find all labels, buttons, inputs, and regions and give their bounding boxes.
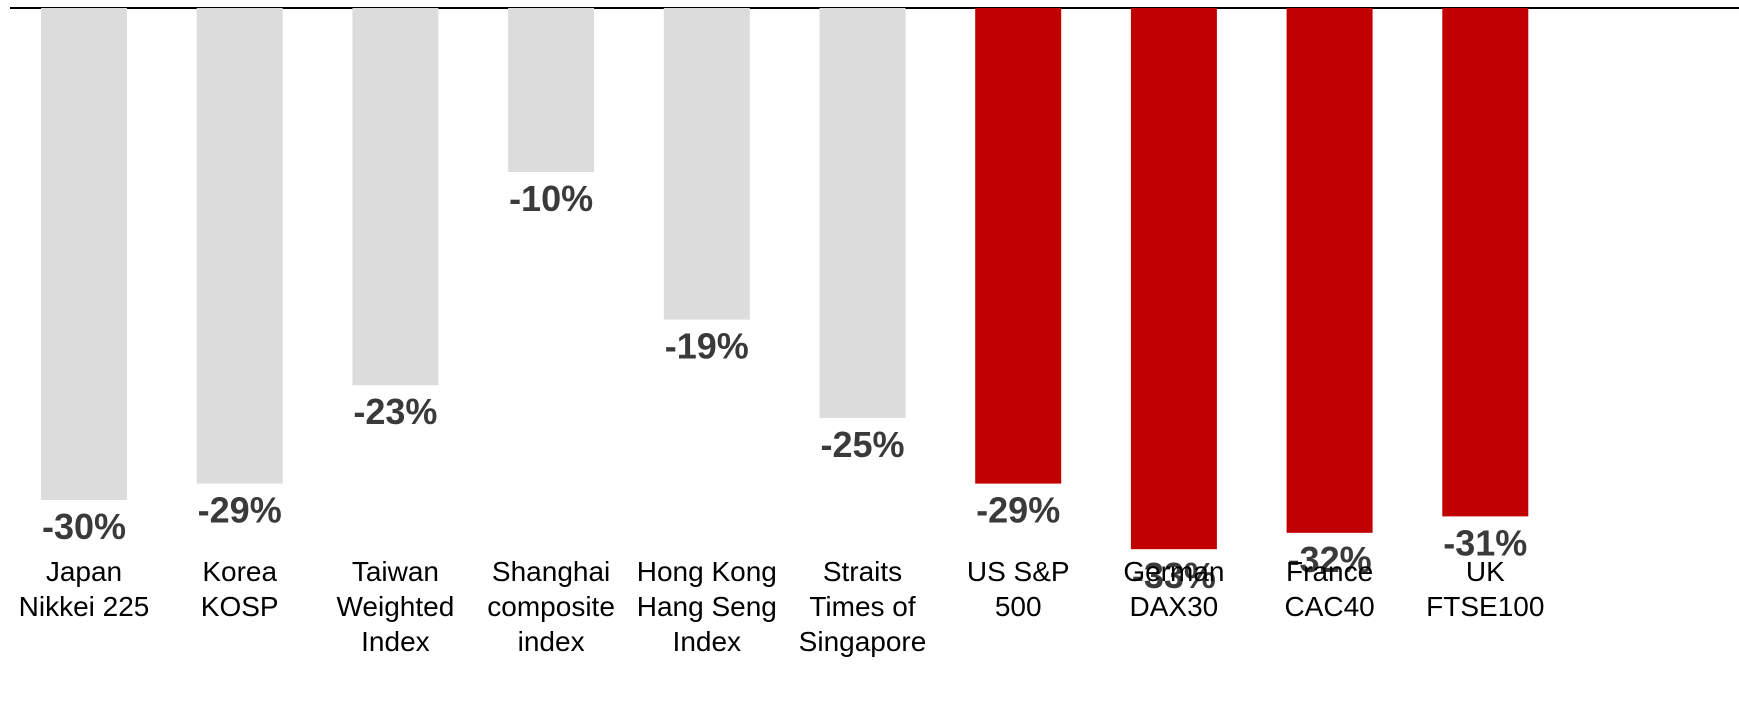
category-label-line: US S&P xyxy=(967,556,1070,587)
category-label-line: Singapore xyxy=(799,626,927,657)
category-label-line: FTSE100 xyxy=(1426,591,1544,622)
category-label: Taiwan Weighted Index xyxy=(337,556,455,657)
category-label-line: Shanghai xyxy=(492,556,610,587)
bar xyxy=(196,8,283,484)
category-label: US S&P 500 xyxy=(967,556,1070,622)
bar-value-label: -25% xyxy=(820,424,904,465)
category-label: France CAC40 xyxy=(1284,556,1374,622)
bar xyxy=(1442,8,1529,517)
bar xyxy=(975,8,1062,484)
category-label-line: Index xyxy=(361,626,430,657)
bar-value-label: -32% xyxy=(1288,539,1372,580)
category-label-line: UK xyxy=(1466,556,1505,587)
category-label-line: France xyxy=(1286,556,1373,587)
bar-value-label: -23% xyxy=(353,391,437,432)
category-label-line: DAX30 xyxy=(1130,591,1219,622)
category-label-line: Weighted xyxy=(337,591,455,622)
category-label-line: index xyxy=(518,626,585,657)
category-label: Japan Nikkei 225 xyxy=(19,556,150,622)
category-label: Hong Kong Hang Seng Index xyxy=(637,556,777,657)
bar xyxy=(1130,8,1217,550)
bar xyxy=(663,8,750,320)
bar xyxy=(41,8,127,500)
category-label-line: Japan xyxy=(46,556,122,587)
bar xyxy=(819,8,906,418)
category-label-line: Hong Kong xyxy=(637,556,777,587)
category-label-line: Hang Seng xyxy=(637,591,777,622)
category-label-line: German xyxy=(1123,556,1224,587)
category-label-line: Straits xyxy=(823,556,902,587)
bar-value-label: -29% xyxy=(198,490,282,531)
category-label-line: KOSP xyxy=(201,591,279,622)
bar-value-label: -30% xyxy=(42,506,126,547)
category-label: Straits Times of Singapore xyxy=(799,556,927,657)
category-label: Korea KOSP xyxy=(201,556,279,622)
bar xyxy=(508,8,595,172)
category-label: UK FTSE100 xyxy=(1426,556,1544,622)
category-label-line: composite xyxy=(487,591,615,622)
bar xyxy=(352,8,439,386)
bar-value-label: -29% xyxy=(976,490,1060,531)
bar xyxy=(1286,8,1373,533)
bar-value-label: -33% xyxy=(1132,555,1216,596)
category-label-line: Korea xyxy=(202,556,277,587)
bar-value-label: -19% xyxy=(665,326,749,367)
category-label-line: Index xyxy=(673,626,742,657)
bar-value-label: -10% xyxy=(509,178,593,219)
category-label: German DAX30 xyxy=(1123,556,1224,622)
category-label-line: Times of xyxy=(809,591,916,622)
category-label-line: Nikkei 225 xyxy=(19,591,150,622)
bar-value-label: -31% xyxy=(1443,522,1527,563)
category-label-line: 500 xyxy=(995,591,1042,622)
category-label-line: CAC40 xyxy=(1284,591,1374,622)
category-label: Shanghai composite index xyxy=(487,556,615,657)
category-label-line: Taiwan xyxy=(352,556,439,587)
